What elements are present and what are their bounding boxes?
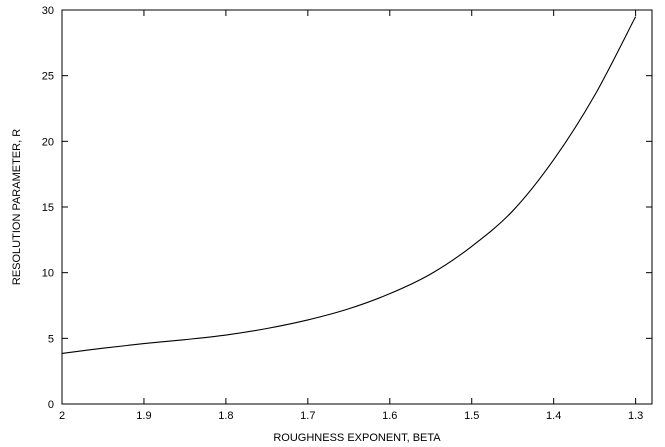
y-tick-label: 10 [42,268,54,280]
y-tick-label: 25 [42,71,54,83]
series-line [61,16,637,354]
y-axis-title: RESOLUTION PARAMETER, R [11,129,23,285]
y-tick-label: 30 [42,5,54,17]
x-tick-labels: 2 1.9 1.8 1.7 1.6 1.5 1.4 1.3 [59,410,643,422]
x-tick-label: 1.9 [136,410,151,422]
x-tick-label: 1.8 [218,410,233,422]
x-tick-label: 1.4 [546,410,561,422]
x-tick-label: 1.3 [628,410,643,422]
x-tick-label: 1.7 [300,410,315,422]
x-tick-label: 2 [59,410,65,422]
axis-ticks [61,9,652,405]
y-tick-labels: 0 5 10 15 20 25 30 [42,5,54,411]
x-tick-label: 1.6 [382,410,397,422]
plot-frame [61,9,653,405]
y-tick-label: 20 [42,136,54,148]
x-axis-title: ROUGHNESS EXPONENT, BETA [273,432,441,444]
x-tick-label: 1.5 [464,410,479,422]
y-tick-label: 15 [42,202,54,214]
y-tick-label: 0 [48,399,54,411]
y-tick-label: 5 [48,333,54,345]
